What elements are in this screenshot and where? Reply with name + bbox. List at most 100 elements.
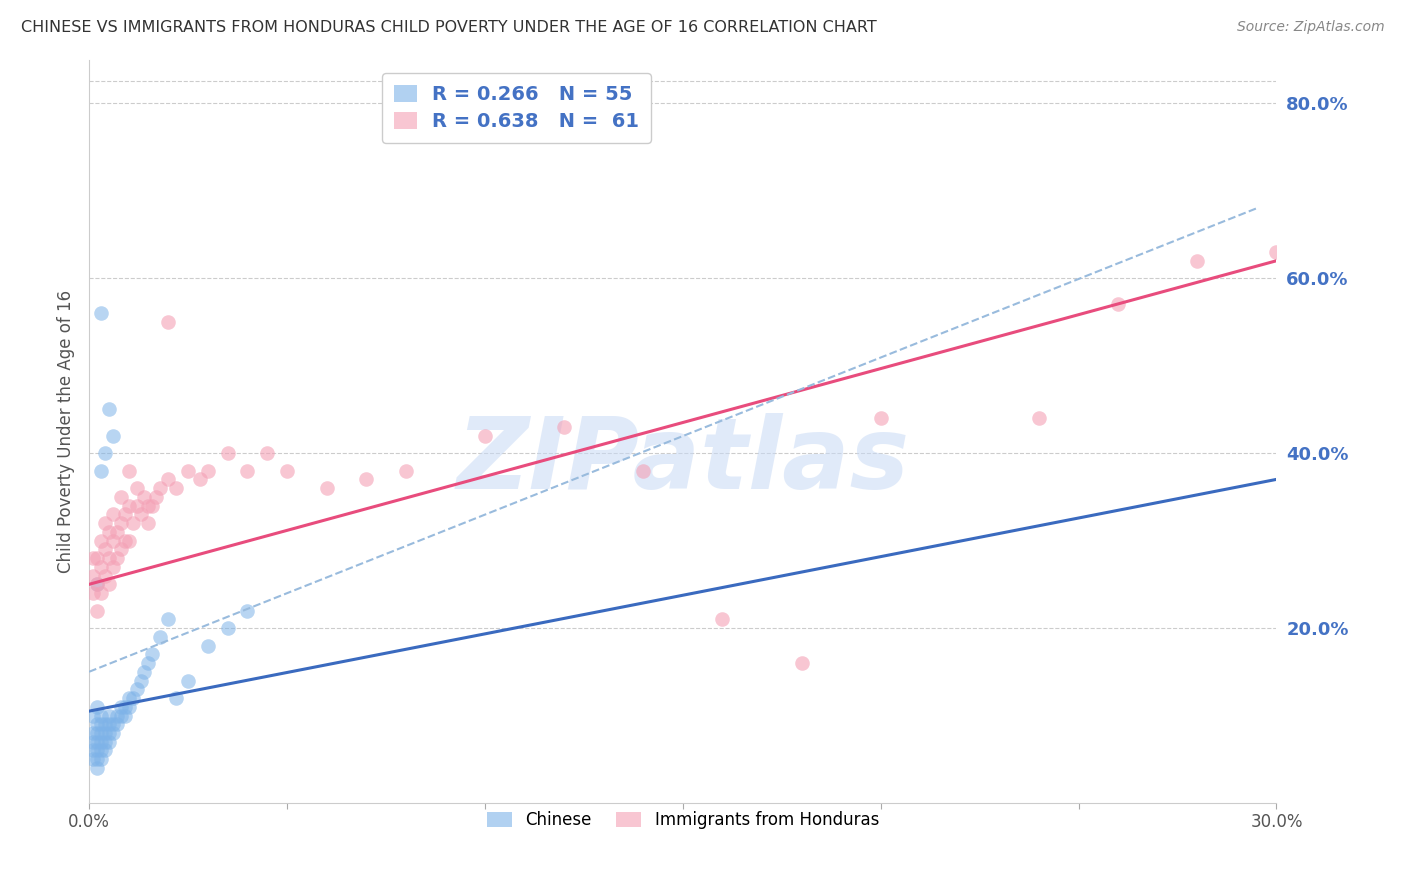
Point [105,524,128,539]
Point [90,717,112,731]
Point [82,743,104,757]
Point [177,673,200,688]
Point [118,533,141,548]
Point [82,586,104,600]
Point [90,726,112,740]
Point [82,551,104,566]
Point [134,490,156,504]
Text: CHINESE VS IMMIGRANTS FROM HONDURAS CHILD POVERTY UNDER THE AGE OF 16 CORRELATIO: CHINESE VS IMMIGRANTS FROM HONDURAS CHIL… [21,20,877,35]
Point [94,717,117,731]
Point [90,735,112,749]
Point [97,726,120,740]
Point [188,472,211,486]
Point [129,508,152,522]
Point [125,481,148,495]
Point [101,726,124,740]
Point [105,708,128,723]
Point [82,726,104,740]
Point [86,717,108,731]
Point [1187,253,1209,268]
Point [1028,411,1050,425]
Point [236,603,259,617]
Point [118,499,141,513]
Point [86,726,108,740]
Point [141,648,163,662]
Point [197,464,219,478]
Point [149,630,172,644]
Point [114,699,136,714]
Point [90,533,112,548]
Point [395,464,418,478]
Point [474,428,496,442]
Point [101,533,124,548]
Point [86,577,108,591]
Point [82,752,104,766]
Point [217,446,239,460]
Point [90,306,112,320]
Point [110,708,132,723]
Point [141,499,163,513]
Point [125,499,148,513]
Legend: Chinese, Immigrants from Honduras: Chinese, Immigrants from Honduras [479,805,886,836]
Point [145,490,167,504]
Point [110,542,132,557]
Point [138,499,160,513]
Text: Source: ZipAtlas.com: Source: ZipAtlas.com [1237,20,1385,34]
Point [101,559,124,574]
Point [86,735,108,749]
Point [631,464,654,478]
Point [90,752,112,766]
Point [94,446,117,460]
Point [94,568,117,582]
Point [315,481,337,495]
Point [197,639,219,653]
Point [105,717,128,731]
Point [138,656,160,670]
Point [711,612,734,626]
Point [86,743,108,757]
Point [114,708,136,723]
Point [86,603,108,617]
Point [101,428,124,442]
Point [101,508,124,522]
Point [90,559,112,574]
Point [354,472,377,486]
Point [86,577,108,591]
Point [125,682,148,697]
Point [236,464,259,478]
Point [138,516,160,530]
Point [134,665,156,679]
Point [97,524,120,539]
Point [149,481,172,495]
Point [97,551,120,566]
Point [94,743,117,757]
Point [256,446,278,460]
Point [217,621,239,635]
Point [94,516,117,530]
Point [121,691,143,706]
Point [97,402,120,417]
Point [86,551,108,566]
Text: ZIPatlas: ZIPatlas [456,412,910,509]
Point [97,717,120,731]
Point [165,481,187,495]
Point [82,735,104,749]
Point [165,691,187,706]
Point [97,735,120,749]
Point [114,508,136,522]
Point [118,691,141,706]
Point [790,656,813,670]
Point [97,708,120,723]
Point [118,699,141,714]
Point [90,743,112,757]
Point [276,464,298,478]
Point [86,699,108,714]
Point [90,586,112,600]
Point [110,490,132,504]
Point [157,612,180,626]
Point [90,464,112,478]
Y-axis label: Child Poverty Under the Age of 16: Child Poverty Under the Age of 16 [58,290,75,573]
Point [94,542,117,557]
Point [97,577,120,591]
Point [110,699,132,714]
